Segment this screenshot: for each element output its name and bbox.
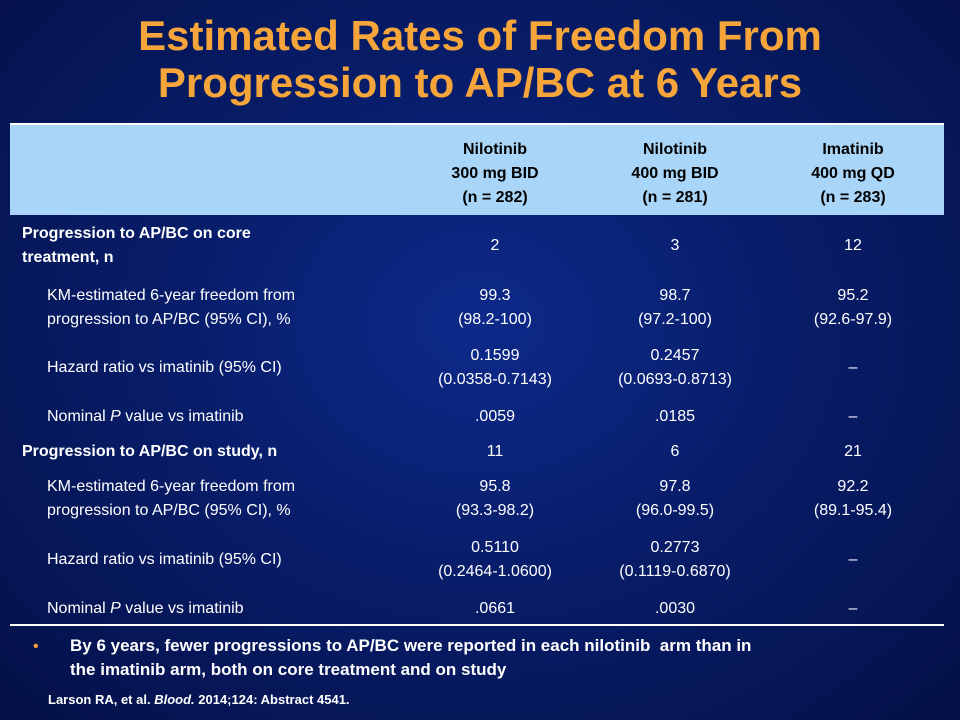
row-label-line: Progression to AP/BC on core	[22, 225, 251, 242]
row-label-line: KM-estimated 6-year freedom from	[47, 287, 296, 304]
slide-title-line2: Progression to AP/BC at 6 Years	[157, 59, 803, 106]
row-label: Progression to AP/BC on core treatment, …	[22, 222, 251, 270]
table-cell: 98.7 (97.2-100)	[585, 284, 765, 332]
table-cell: 11	[486, 443, 504, 460]
cell-value: 97.8	[659, 478, 691, 495]
table-cell: 0.2773 (0.1119-0.6870)	[585, 536, 765, 584]
table-cell: 95.2 (92.6-97.9)	[763, 284, 943, 332]
bullet-line: the imatinib arm, both on core treatment…	[70, 660, 507, 679]
table-cell: –	[848, 408, 858, 425]
cell-ci: (97.2-100)	[638, 311, 712, 328]
column-header-line: Nilotinib	[643, 141, 707, 158]
row-label: KM-estimated 6-year freedom from progres…	[47, 284, 295, 332]
cell-ci: (0.0358-0.7143)	[438, 371, 552, 388]
row-label-line: progression to AP/BC (95% CI), %	[47, 502, 291, 519]
slide-title-line1: Estimated Rates of Freedom From	[138, 12, 822, 59]
table-cell: 97.8 (96.0-99.5)	[585, 475, 765, 523]
bullet-text: By 6 years, fewer progressions to AP/BC …	[70, 634, 940, 682]
row-label-part: value vs imatinib	[125, 408, 244, 425]
cell-value: 0.2773	[650, 539, 700, 556]
table-cell: 0.5110 (0.2464-1.0600)	[405, 536, 585, 584]
cell-value: 99.3	[479, 287, 511, 304]
column-header-nilotinib-300: Nilotinib 300 mg BID (n = 282)	[405, 138, 585, 210]
column-header-line: Imatinib	[822, 141, 884, 158]
table-cell: –	[848, 600, 858, 617]
table-cell: –	[763, 356, 943, 380]
cell-ci: (0.0693-0.8713)	[618, 371, 732, 388]
cell-value: 0.1599	[470, 347, 520, 364]
row-label: Hazard ratio vs imatinib (95% CI)	[47, 359, 282, 376]
table-cell: .0185	[654, 408, 696, 425]
row-label-part: value vs imatinib	[125, 600, 244, 617]
row-label-line: KM-estimated 6-year freedom from	[47, 478, 296, 495]
column-header-line: 300 mg BID	[451, 165, 539, 182]
table-cell: .0059	[474, 408, 516, 425]
column-header-line: Nilotinib	[463, 141, 527, 158]
table-cell: –	[763, 548, 943, 572]
cell-value: 98.7	[659, 287, 691, 304]
slide-title: Estimated Rates of Freedom From Progress…	[0, 12, 960, 106]
table-cell: 0.1599 (0.0358-0.7143)	[405, 344, 585, 392]
table-cell: .0661	[474, 600, 516, 617]
row-label-part: Nominal	[47, 408, 106, 425]
table-cell: .0030	[654, 600, 696, 617]
citation: Larson RA, et al. Blood. 2014;124: Abstr…	[48, 692, 350, 708]
table-header-band	[10, 125, 944, 215]
cell-ci: (0.1119-0.6870)	[619, 563, 731, 580]
column-header-nilotinib-400: Nilotinib 400 mg BID (n = 281)	[585, 138, 765, 210]
bullet-marker: •	[33, 638, 39, 655]
cell-value: 0.2457	[650, 347, 700, 364]
citation-details: 2014;124: Abstract 4541.	[198, 692, 350, 707]
row-label: Hazard ratio vs imatinib (95% CI)	[47, 551, 282, 568]
cell-ci: (96.0-99.5)	[635, 502, 715, 519]
cell-value: –	[848, 551, 858, 568]
table-cell: 0.2457 (0.0693-0.8713)	[585, 344, 765, 392]
row-label-part: P	[110, 408, 121, 425]
table-cell: 99.3 (98.2-100)	[405, 284, 585, 332]
table-cell: 2	[490, 237, 500, 254]
table-cell: 92.2 (89.1-95.4)	[763, 475, 943, 523]
citation-journal: Blood.	[154, 692, 195, 707]
bullet-line: By 6 years, fewer progressions to AP/BC …	[70, 636, 752, 655]
cell-value: 92.2	[837, 478, 869, 495]
table-top-rule	[10, 123, 944, 125]
column-header-line: (n = 281)	[642, 189, 708, 206]
row-label: KM-estimated 6-year freedom from progres…	[47, 475, 295, 523]
column-header-line: 400 mg BID	[631, 165, 719, 182]
row-label: Nominal P value vs imatinib	[47, 405, 244, 429]
column-header-line: (n = 283)	[820, 189, 886, 206]
row-label-line: progression to AP/BC (95% CI), %	[47, 311, 291, 328]
row-label-line: treatment, n	[22, 249, 114, 266]
cell-ci: (93.3-98.2)	[455, 502, 535, 519]
cell-value: 0.5110	[471, 539, 519, 556]
row-label-part: Nominal	[47, 600, 106, 617]
table-bottom-rule	[10, 624, 944, 626]
cell-ci: (89.1-95.4)	[813, 502, 893, 519]
citation-authors: Larson RA, et al.	[48, 692, 151, 707]
column-header-imatinib-400: Imatinib 400 mg QD (n = 283)	[763, 138, 943, 210]
table-cell: 6	[670, 443, 680, 460]
table-cell: 21	[844, 443, 862, 460]
column-header-line: (n = 282)	[462, 189, 528, 206]
row-label: Progression to AP/BC on study, n	[22, 443, 278, 460]
table-cell: 95.8 (93.3-98.2)	[405, 475, 585, 523]
cell-ci: (98.2-100)	[458, 311, 532, 328]
column-header-line: 400 mg QD	[811, 165, 895, 182]
row-label-part: P	[110, 600, 121, 617]
cell-value: 95.2	[837, 287, 869, 304]
cell-ci: (0.2464-1.0600)	[438, 563, 552, 580]
cell-value: 95.8	[479, 478, 511, 495]
cell-value: –	[848, 359, 858, 376]
cell-ci: (92.6-97.9)	[813, 311, 893, 328]
row-label: Nominal P value vs imatinib	[47, 597, 244, 621]
table-cell: 3	[670, 237, 680, 254]
table-cell: 12	[844, 237, 862, 254]
